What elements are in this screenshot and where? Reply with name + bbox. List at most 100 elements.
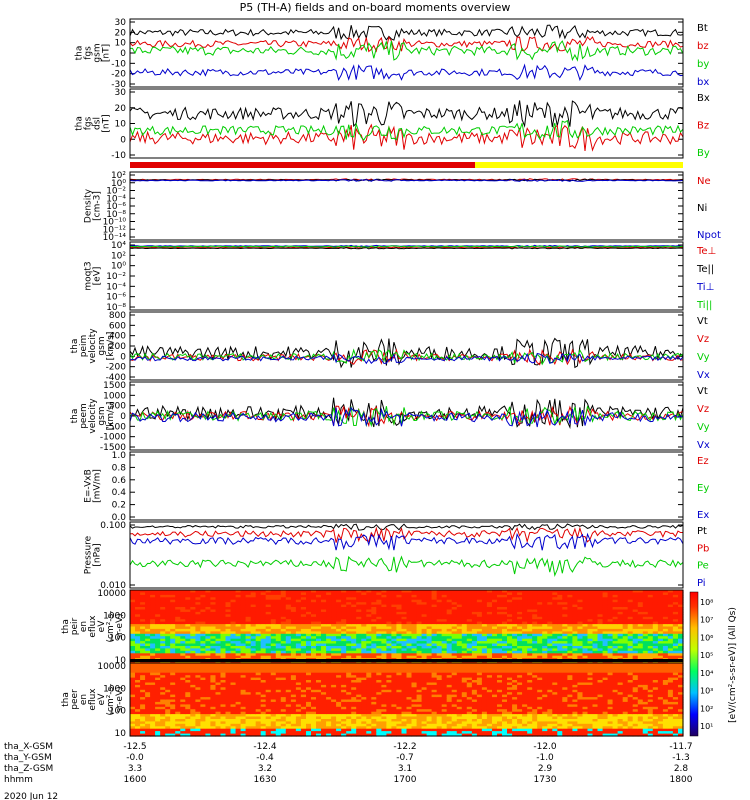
panel-frame	[129, 311, 684, 381]
y-tick-label: 10⁻¹⁴	[103, 233, 127, 243]
y-tick-label: -1000	[100, 433, 126, 443]
legend-entry-Te⊥: Te⊥	[696, 246, 716, 257]
series-line-Pi	[129, 532, 684, 551]
series-line-Pt	[129, 523, 684, 531]
y-tick-label: 200	[109, 342, 126, 352]
y-axis-label: thapeimvelocitygsm[km/s]	[70, 328, 116, 364]
y-tick-label: 10	[115, 39, 127, 49]
x-axis-row-label: tha_Z-GSM	[4, 764, 53, 774]
y-tick-label: 500	[109, 402, 126, 412]
y-tick-label: 30	[115, 88, 127, 98]
y-axis-label: thafgsdsl[nT]	[75, 114, 112, 132]
y-axis-label: moqt3[eV]	[84, 261, 103, 290]
series-line-bx	[129, 63, 684, 82]
legend-entry-Ez: Ez	[697, 456, 709, 467]
y-tick-label: 10²	[111, 171, 126, 181]
legend-entry-Vx: Vx	[697, 370, 710, 381]
series-line-Bz	[129, 123, 684, 152]
x-tick-label: -0.4	[256, 753, 274, 763]
y-tick-label: 0.6	[112, 476, 127, 486]
colorbar-tick-label: 10¹	[700, 722, 713, 731]
panel-frame	[129, 521, 684, 589]
x-tick-label: 1600	[124, 775, 147, 785]
y-axis-label: E=-VxB[mV/m]	[84, 469, 103, 503]
x-tick-label: -12.4	[253, 742, 277, 752]
series-line-Pb	[129, 526, 683, 544]
panel-frame	[129, 241, 684, 311]
y-tick-label: 100	[109, 634, 126, 644]
x-tick-label: -1.0	[536, 753, 554, 763]
legend-entry-Pt: Pt	[697, 526, 707, 537]
legend-entry-Bt: Bt	[697, 23, 708, 34]
y-tick-label: 1500	[103, 381, 126, 391]
y-tick-label: 10⁰	[111, 262, 126, 272]
legend-entry-Pe: Pe	[697, 561, 709, 572]
legend-entry-Vt: Vt	[697, 316, 708, 327]
y-tick-label: 600	[109, 321, 126, 331]
y-tick-label: 400	[109, 332, 126, 342]
legend-entry-Vx: Vx	[697, 440, 710, 451]
colorbar-tick-label: 10⁶	[700, 633, 713, 642]
legend-entry-Ti⊥: Ti⊥	[696, 282, 714, 293]
panel-efield: E=-VxB[mV/m]	[84, 451, 684, 521]
legend-entry-bx: bx	[697, 77, 709, 88]
y-tick-label: 10⁻¹²	[103, 225, 127, 235]
x-tick-label: 1800	[670, 775, 693, 785]
x-tick-label: 2.9	[538, 764, 553, 774]
legend-entry-Pb: Pb	[697, 543, 709, 554]
colorbar-tick-label: 10⁴	[700, 669, 713, 678]
y-tick-label: -10	[111, 151, 126, 161]
legend-entry-Vy: Vy	[697, 352, 710, 363]
y-axis-label: thapeerenefluxeV(cm²-s-sr-eV)	[61, 683, 125, 715]
y-tick-label: -400	[106, 373, 127, 383]
y-axis-label: thafgsgsm[nT]	[75, 43, 112, 62]
x-tick-label: 1700	[394, 775, 417, 785]
y-tick-label: 1.0	[112, 451, 127, 461]
y-tick-label: 10⁻⁸	[106, 303, 126, 313]
x-axis-row-label: tha_Y-GSM	[4, 753, 52, 763]
series-line-Te||	[129, 247, 684, 250]
panel-fgs_dsl: thafgsdsl[nT]	[75, 88, 684, 159]
y-tick-label: 100	[109, 707, 126, 717]
legend-entry-Bx: Bx	[697, 93, 710, 104]
series-line-bz	[129, 35, 684, 53]
panel-frame	[129, 662, 684, 737]
heatmap-cells	[130, 590, 684, 664]
y-tick-label: -10	[111, 59, 126, 69]
y-tick-label: 10⁻⁸	[106, 210, 126, 220]
panel-frame	[129, 171, 684, 241]
y-tick-label: 0.0	[112, 513, 127, 523]
panel-pressure: Pressure[nPa]	[84, 521, 684, 589]
legend-entry-Pi: Pi	[697, 578, 706, 589]
colorbar-tick-label: 10³	[700, 687, 713, 696]
series-line-Vy	[129, 405, 684, 428]
x-tick-label: -12.0	[533, 742, 557, 752]
legend-entry-Ti||: Ti||	[696, 300, 712, 311]
chart-title: P5 (TH-A) fields and on-board moments ov…	[239, 1, 511, 14]
x-tick-label: 1730	[534, 775, 557, 785]
series-line-Bx	[129, 100, 684, 128]
series-line-Npot	[129, 179, 684, 182]
y-tick-label: 10⁴	[111, 241, 126, 251]
x-tick-label: -0.7	[396, 753, 414, 763]
series-line-by	[130, 40, 684, 62]
colorbar-tick-label: 10⁸	[700, 598, 713, 607]
legend-entry-Ne: Ne	[697, 176, 711, 187]
y-tick-label: 10000	[97, 589, 126, 599]
x-tick-label: 1630	[254, 775, 277, 785]
y-tick-label: 800	[109, 311, 126, 321]
panel-frame	[129, 18, 684, 88]
x-tick-label: -0.0	[126, 753, 144, 763]
x-tick-label: 3.2	[258, 764, 272, 774]
x-axis-row-label: hhmm	[4, 775, 33, 785]
panel-frame	[129, 381, 684, 451]
panel-frame	[129, 451, 684, 521]
y-tick-label: 0	[120, 49, 126, 59]
y-tick-label: 0.010	[100, 581, 126, 591]
date-label: 2020 Jun 12	[4, 792, 58, 800]
y-tick-label: 10	[115, 656, 127, 666]
legend-entry-bz: bz	[697, 41, 709, 52]
y-tick-label: 10⁻⁴	[106, 194, 126, 204]
